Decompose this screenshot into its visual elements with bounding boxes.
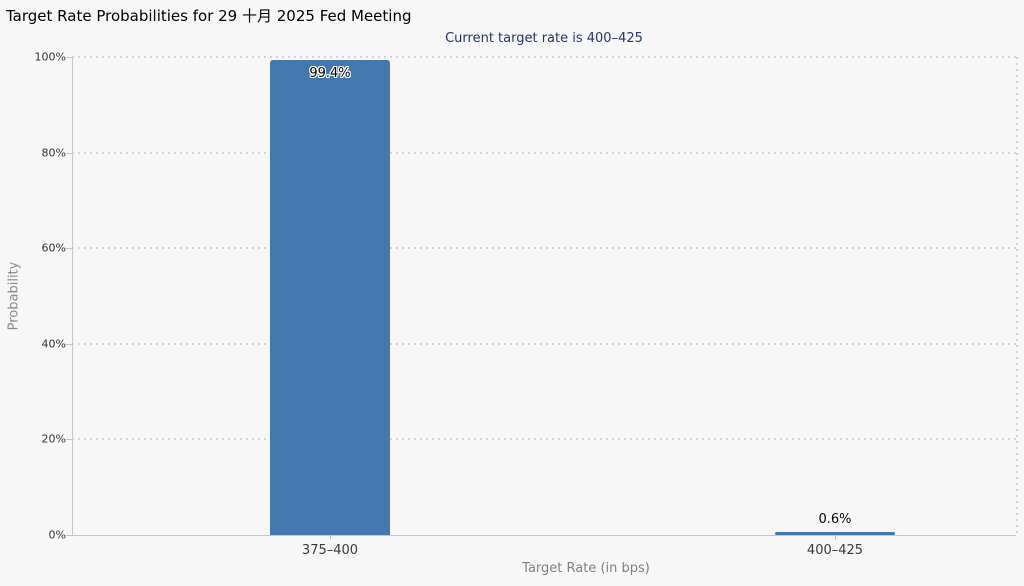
y-tick-label: 60%	[41, 241, 66, 255]
y-tick-label: 40%	[41, 337, 66, 351]
y-tick-mark	[66, 439, 72, 440]
gridline	[72, 152, 1016, 154]
x-tick-mark	[835, 535, 836, 540]
x-axis-title: Target Rate (in bps)	[522, 561, 650, 576]
chart-subtitle: Current target rate is 400–425	[445, 31, 643, 46]
chart-title: Target Rate Probabilities for 29 十月 2025…	[6, 7, 412, 25]
y-tick-label: 0%	[48, 528, 66, 542]
y-axis-title: Probability	[6, 261, 22, 331]
y-tick-label: 100%	[34, 50, 66, 64]
bar-value-label: 0.6%	[818, 512, 852, 527]
y-tick-mark	[66, 248, 72, 249]
y-tick-mark	[66, 153, 72, 154]
y-tick-mark	[66, 535, 72, 536]
y-tick-label: 80%	[41, 146, 66, 160]
y-tick-mark	[66, 57, 72, 58]
x-tick-label: 375–400	[301, 543, 359, 558]
right-boundary-gridline	[1016, 57, 1018, 535]
y-tick-label: 20%	[41, 432, 66, 446]
bar-value-label: 99.4%	[309, 66, 351, 81]
gridline	[72, 438, 1016, 440]
x-axis-line	[72, 535, 1016, 536]
bar[interactable]	[270, 60, 390, 535]
x-tick-label: 400–425	[806, 543, 864, 558]
gridline	[72, 247, 1016, 249]
bar[interactable]	[775, 532, 895, 535]
x-tick-mark	[330, 535, 331, 540]
gridline	[72, 56, 1016, 58]
gridline	[72, 343, 1016, 345]
y-axis-line	[72, 57, 73, 535]
y-tick-mark	[66, 344, 72, 345]
